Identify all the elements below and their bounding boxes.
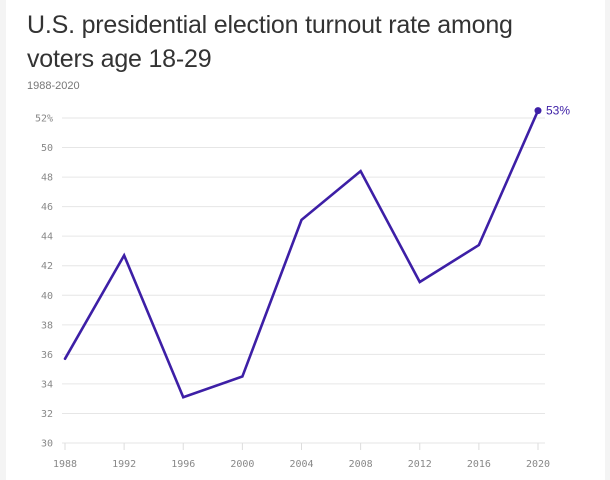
x-tick-label: 2004 [289, 459, 313, 470]
x-tick-label: 2008 [349, 459, 373, 470]
x-tick-label: 1996 [171, 459, 195, 470]
y-tick-label: 44 [41, 232, 53, 243]
y-tick-label: 52% [35, 114, 53, 125]
end-value-label: 53% [546, 104, 570, 118]
y-tick-label: 30 [41, 439, 53, 450]
gridlines [62, 117, 545, 444]
y-tick-label: 40 [41, 291, 53, 302]
y-tick-label: 32 [41, 409, 53, 420]
y-tick-label: 36 [41, 350, 53, 361]
x-tick-label: 2016 [467, 459, 491, 470]
y-axis-ticks: 30 32 34 36 38 40 42 44 46 48 50 52% [35, 114, 53, 450]
y-tick-label: 42 [41, 261, 53, 272]
y-tick-label: 38 [41, 320, 53, 331]
x-tick-label: 2020 [526, 459, 550, 470]
data-point-2020 [534, 107, 542, 115]
chart-title: U.S. presidential election turnout rate … [27, 11, 513, 73]
y-tick-label: 34 [41, 379, 53, 390]
x-tick-label: 2012 [408, 459, 432, 470]
x-tick-label: 1988 [53, 459, 77, 470]
y-tick-label: 50 [41, 143, 53, 154]
y-tick-label: 48 [41, 173, 53, 184]
chart-card [6, 0, 605, 480]
y-tick-label: 46 [41, 202, 53, 213]
series-layer: 53% [63, 104, 570, 399]
series-line [63, 109, 540, 399]
x-tick-label: 1992 [112, 459, 136, 470]
x-axis-ticks: 1988 1992 1996 2000 2004 2008 2012 2016 2020 [53, 443, 550, 470]
chart-subtitle: 1988-2020 [27, 80, 80, 92]
x-tick-label: 2000 [230, 459, 254, 470]
